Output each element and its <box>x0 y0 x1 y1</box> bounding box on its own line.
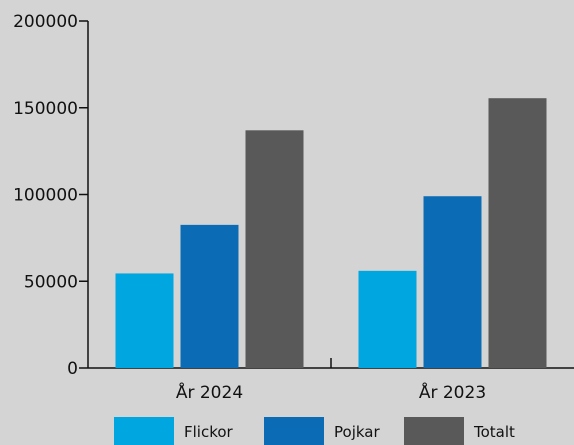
x-tick-label: År 2024 <box>176 381 243 403</box>
y-tick-label: 50000 <box>24 272 78 292</box>
y-tick-label: 150000 <box>13 99 78 119</box>
bar-flickor-1 <box>358 270 417 368</box>
y-tick-label: 100000 <box>13 186 78 206</box>
legend-label-pojkar: Pojkar <box>334 423 380 441</box>
chart-legend: Flickor Pojkar Totalt <box>114 417 515 445</box>
chart-bars <box>115 98 547 369</box>
bar-totalt-1 <box>488 98 547 369</box>
legend-label-totalt: Totalt <box>473 423 515 441</box>
legend-label-flickor: Flickor <box>184 423 234 441</box>
legend-swatch-pojkar <box>264 417 324 445</box>
bar-totalt-0 <box>245 130 304 368</box>
legend-swatch-totalt <box>404 417 464 445</box>
x-axis-labels: År 2024 År 2023 <box>176 381 486 403</box>
bar-pojkar-0 <box>180 224 239 368</box>
y-tick-label: 200000 <box>13 12 78 32</box>
bar-pojkar-1 <box>423 196 482 368</box>
legend-swatch-flickor <box>114 417 174 445</box>
chart-axes: 0 50000 100000 150000 200000 <box>13 12 574 379</box>
bar-flickor-0 <box>115 273 174 368</box>
y-tick-label: 0 <box>67 359 78 379</box>
x-tick-label: År 2023 <box>419 381 486 403</box>
